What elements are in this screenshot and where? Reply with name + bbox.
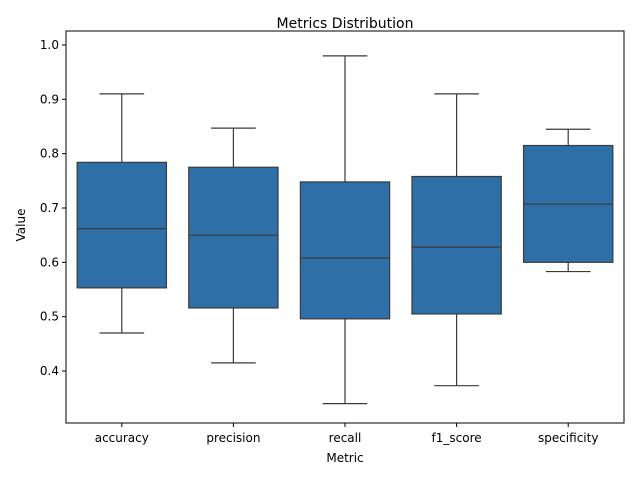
box-recall — [299, 55, 391, 405]
x-axis: accuracy precision recall f1_score specifici… — [95, 423, 598, 445]
box-precision — [188, 127, 279, 364]
y-tick-label: 1.0 — [40, 38, 59, 52]
plot-frame — [65, 30, 625, 424]
y-tick-label: 0.8 — [40, 147, 59, 161]
x-tick-label: specificity — [538, 431, 598, 445]
y-tick-label: 0.7 — [40, 201, 59, 215]
x-tick-label: accuracy — [95, 431, 149, 445]
box-specificity — [522, 128, 614, 273]
x-axis-label: Metric — [326, 451, 363, 465]
boxes-group — [76, 55, 614, 405]
y-tick-label: 0.5 — [40, 310, 59, 324]
box-f1_score — [411, 93, 502, 387]
x-tick-label: recall — [329, 431, 362, 445]
x-tick-label: precision — [206, 431, 260, 445]
box-accuracy — [76, 93, 168, 334]
y-axis: 0.4 0.5 0.6 0.7 0.8 0.9 1.0 — [40, 38, 66, 378]
iqr-box — [299, 181, 391, 320]
y-tick-label: 0.9 — [40, 92, 59, 106]
iqr-box — [188, 166, 279, 309]
chart-title: Metrics Distribution — [277, 16, 414, 32]
y-tick-label: 0.4 — [40, 364, 59, 378]
y-tick-label: 0.6 — [40, 255, 59, 269]
iqr-box — [411, 175, 502, 315]
iqr-box — [76, 161, 168, 289]
y-axis-label: Value — [14, 209, 28, 242]
x-tick-label: f1_score — [432, 431, 482, 445]
